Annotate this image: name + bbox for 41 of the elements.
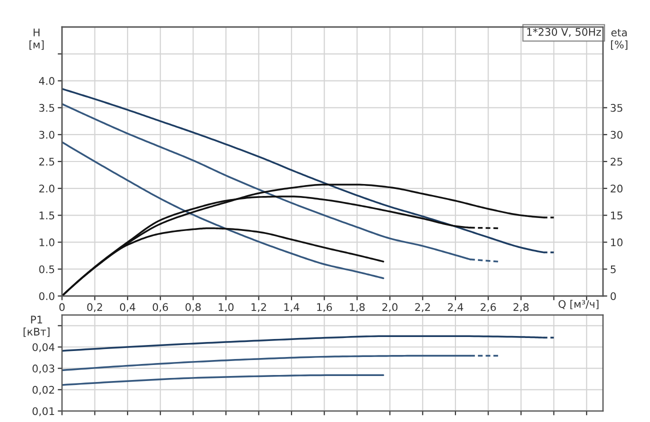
- x-axis-title: Q [м³/ч]: [558, 300, 598, 310]
- y2-tick-label: 30: [610, 130, 623, 139]
- x-tick-label: 1,6: [317, 303, 332, 312]
- y-tick-label: 1.5: [40, 212, 54, 220]
- x-tick-label: 2,4: [448, 303, 464, 312]
- y-tick-label: 0,04: [32, 343, 54, 352]
- y-tick-label: 2.5: [39, 158, 54, 166]
- x-tick-label: 0: [59, 303, 65, 312]
- y2-tick-label: 10: [611, 238, 623, 246]
- x-tick-label: 2,2: [415, 303, 430, 312]
- x-tick-label: 1,4: [284, 303, 300, 312]
- x-tick-label: 0,4: [120, 303, 136, 312]
- y-axis-title: P1 [кВт]: [24, 316, 50, 337]
- y2-axis-title: eta [%]: [611, 28, 628, 50]
- chart-title: 1*230 V, 50Hz: [527, 28, 601, 37]
- x-tick-label: 1,8: [350, 303, 365, 312]
- x-tick-label: 2,8: [514, 303, 529, 312]
- y2-tick-label: 5: [610, 265, 616, 274]
- y2-tick-label: 35: [610, 104, 622, 112]
- y2-tick-label: 15: [611, 212, 622, 220]
- x-tick-label: 0,2: [87, 303, 102, 312]
- y-axis-title: H [м]: [29, 28, 44, 50]
- y-tick-label: 3.0: [39, 130, 54, 139]
- x-tick-label: 0,6: [152, 303, 168, 312]
- y-tick-label: 0,02: [32, 386, 54, 395]
- y-tick-label: 0.0: [39, 292, 54, 300]
- y-tick-label: 0.5: [39, 265, 54, 274]
- x-tick-label: 1,0: [218, 303, 234, 312]
- x-tick-label: 2,6: [480, 303, 496, 312]
- x-tick-label: 1,2: [252, 303, 266, 312]
- x-tick-label: 2,0: [382, 303, 398, 312]
- y2-tick-label: 20: [610, 184, 623, 193]
- y-tick-label: 0,01: [32, 407, 54, 416]
- y2-tick-label: 25: [610, 158, 622, 166]
- y-tick-label: 3.5: [39, 104, 54, 112]
- y-tick-label: 2.0: [39, 184, 54, 193]
- x-tick-label: 0,8: [186, 303, 201, 312]
- y2-tick-label: 0: [610, 292, 616, 300]
- y-tick-label: 1.0: [40, 238, 54, 246]
- y-tick-label: 0,03: [32, 364, 54, 374]
- y-tick-label: 4.0: [39, 77, 54, 85]
